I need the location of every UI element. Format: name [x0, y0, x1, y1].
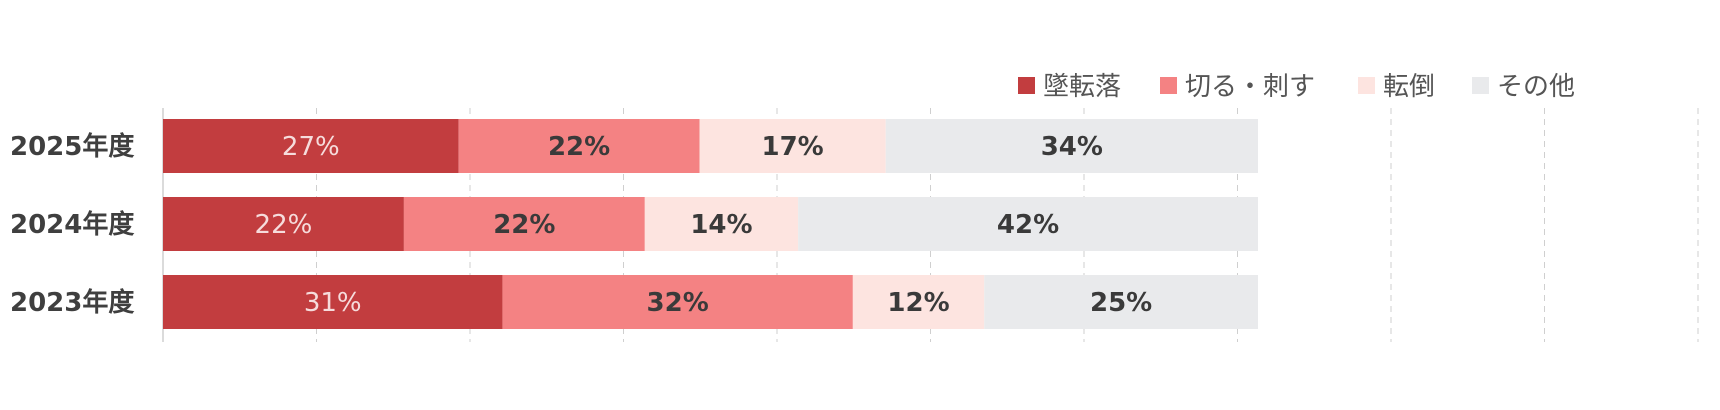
- category-label: 2023年度: [10, 287, 134, 318]
- legend-label: 転倒: [1383, 72, 1435, 102]
- bar-segment: [852, 275, 985, 329]
- data-label: 27%: [282, 132, 340, 162]
- category-label: 2024年度: [10, 209, 134, 240]
- bar-segment: [163, 119, 459, 173]
- bar-segment: [458, 119, 700, 173]
- data-label: 22%: [255, 210, 313, 240]
- legend-swatch: [1358, 77, 1375, 94]
- legend-label: 切る・刺す: [1185, 72, 1315, 102]
- legend-label: その他: [1497, 72, 1575, 102]
- legend-swatch: [1160, 77, 1177, 94]
- bar-segment: [163, 197, 404, 251]
- data-label: 22%: [548, 132, 610, 162]
- data-label: 12%: [887, 288, 949, 318]
- legend: 墜転落 切る・刺す 転倒 その他: [1018, 72, 1575, 102]
- bar-segment: [502, 275, 853, 329]
- bar-segment: [163, 275, 503, 329]
- bar-segment: [885, 119, 1258, 173]
- data-label: 17%: [762, 132, 824, 162]
- bar-segment: [644, 197, 799, 251]
- data-label: 14%: [690, 210, 752, 240]
- category-label: 2025年度: [10, 131, 134, 162]
- legend-swatch: [1018, 77, 1035, 94]
- data-label: 31%: [304, 288, 362, 318]
- legend-swatch: [1472, 77, 1489, 94]
- data-labels: 27% 22% 17% 34% 22% 22% 14% 42% 31% 32% 12% 25%: [255, 132, 1153, 318]
- data-label: 25%: [1090, 288, 1152, 318]
- data-label: 34%: [1041, 132, 1103, 162]
- data-label: 32%: [647, 288, 709, 318]
- bar-segment: [984, 275, 1258, 329]
- bar-segment: [798, 197, 1258, 251]
- data-label: 42%: [997, 210, 1059, 240]
- bars: [163, 119, 1258, 329]
- category-labels: 2025年度 2024年度 2023年度: [10, 131, 134, 318]
- legend-label: 墜転落: [1043, 72, 1121, 102]
- bar-segment: [699, 119, 886, 173]
- data-label: 22%: [493, 210, 555, 240]
- bar-segment: [403, 197, 645, 251]
